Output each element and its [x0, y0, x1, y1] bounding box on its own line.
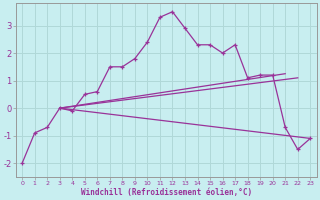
X-axis label: Windchill (Refroidissement éolien,°C): Windchill (Refroidissement éolien,°C): [81, 188, 252, 197]
